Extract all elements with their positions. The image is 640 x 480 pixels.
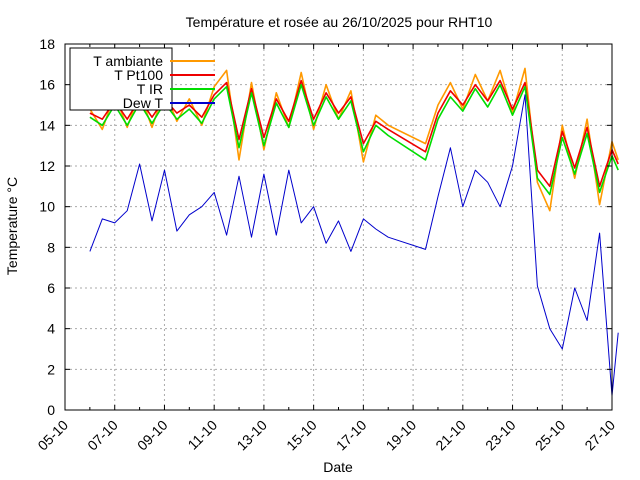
legend-label: T Pt100 bbox=[114, 67, 163, 83]
series-line-2 bbox=[89, 79, 619, 188]
x-axis-label: Date bbox=[323, 459, 353, 475]
x-tick-label: 09-10 bbox=[134, 417, 171, 454]
x-tick-label: 21-10 bbox=[432, 417, 469, 454]
x-tick-label: 15-10 bbox=[283, 417, 320, 454]
y-tick-label: 10 bbox=[39, 199, 55, 215]
y-tick-label: 8 bbox=[47, 239, 55, 255]
series-line-3 bbox=[89, 83, 619, 196]
legend-label: Dew T bbox=[123, 95, 164, 111]
series-layer bbox=[89, 67, 619, 397]
x-tick-label: 11-10 bbox=[184, 417, 220, 453]
series-line-4 bbox=[89, 94, 619, 397]
y-axis-label: Temperature °C bbox=[4, 177, 20, 275]
x-tick-label: 23-10 bbox=[482, 417, 519, 454]
x-tick-label: 19-10 bbox=[383, 417, 420, 454]
legend-box bbox=[69, 47, 173, 111]
y-tick-label: 16 bbox=[39, 77, 55, 93]
y-axis: 0 2 4 6 8 10 12 14 16 18 bbox=[39, 36, 612, 418]
legend-label: T IR bbox=[137, 81, 163, 97]
chart-title: Température et rosée au 26/10/2025 pour … bbox=[186, 14, 493, 30]
y-tick-label: 12 bbox=[39, 158, 55, 174]
y-tick-label: 4 bbox=[47, 321, 55, 337]
x-tick-label: 05-10 bbox=[34, 417, 71, 454]
x-tick-label: 25-10 bbox=[532, 417, 569, 454]
x-tick-label: 27-10 bbox=[581, 417, 618, 454]
x-tick-label: 17-10 bbox=[333, 417, 370, 454]
legend-label: T ambiante bbox=[93, 53, 163, 69]
x-tick-label: 13-10 bbox=[233, 417, 270, 454]
y-tick-label: 2 bbox=[47, 361, 55, 377]
y-tick-label: 6 bbox=[47, 280, 55, 296]
y-tick-label: 14 bbox=[39, 117, 55, 133]
x-tick-label: 07-10 bbox=[84, 417, 121, 454]
y-tick-label: 18 bbox=[39, 36, 55, 52]
y-tick-label: 0 bbox=[47, 402, 55, 418]
